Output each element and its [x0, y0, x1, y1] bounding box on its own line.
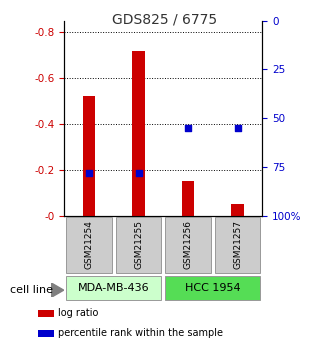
FancyBboxPatch shape — [66, 217, 112, 273]
Bar — [83, 96, 95, 216]
Point — [235, 125, 240, 131]
Bar — [38, 330, 54, 337]
Text: HCC 1954: HCC 1954 — [185, 283, 241, 293]
Point — [136, 170, 141, 176]
Text: MDA-MB-436: MDA-MB-436 — [78, 283, 150, 293]
Text: GSM21255: GSM21255 — [134, 220, 143, 269]
Text: log ratio: log ratio — [58, 308, 98, 318]
Polygon shape — [51, 283, 64, 297]
FancyBboxPatch shape — [215, 217, 260, 273]
FancyBboxPatch shape — [165, 217, 211, 273]
Bar — [231, 204, 244, 216]
FancyBboxPatch shape — [165, 276, 260, 300]
FancyBboxPatch shape — [66, 276, 161, 300]
FancyBboxPatch shape — [116, 217, 161, 273]
Text: percentile rank within the sample: percentile rank within the sample — [58, 328, 223, 338]
Text: GSM21256: GSM21256 — [183, 220, 193, 269]
Text: GDS825 / 6775: GDS825 / 6775 — [113, 12, 217, 26]
Bar — [132, 50, 145, 216]
Text: cell line: cell line — [10, 286, 53, 295]
Bar — [38, 310, 54, 316]
Point — [185, 125, 191, 131]
Bar — [182, 181, 194, 216]
Text: GSM21254: GSM21254 — [84, 220, 94, 269]
Point — [86, 170, 92, 176]
Text: GSM21257: GSM21257 — [233, 220, 242, 269]
